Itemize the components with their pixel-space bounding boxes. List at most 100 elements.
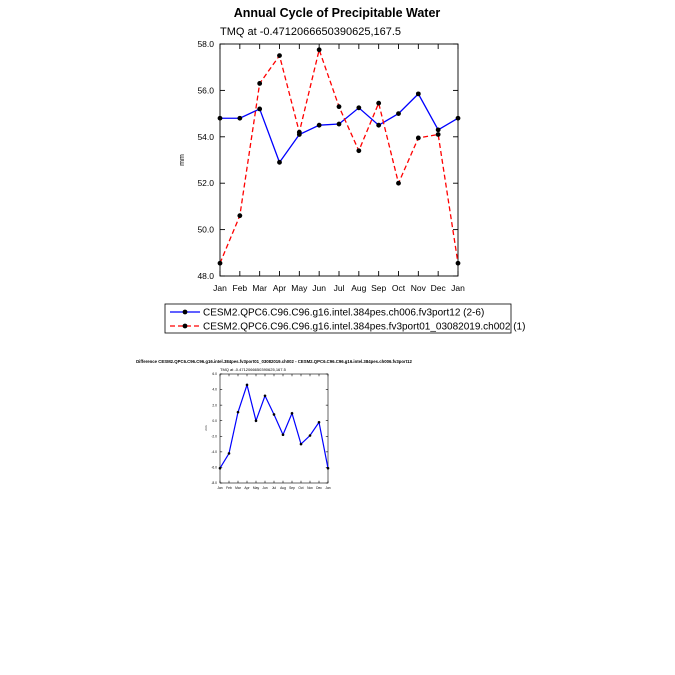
data-point <box>435 127 441 133</box>
data-point <box>435 132 441 137</box>
legend-label: CESM2.QPC6.C96.C96.g16.intel.384pes.ch00… <box>203 308 484 319</box>
x-tick-label: Aug <box>280 486 286 490</box>
x-tick-label: Jun <box>262 486 267 490</box>
data-point <box>272 413 276 416</box>
data-point <box>336 121 342 127</box>
x-tick-label: Oct <box>298 486 303 490</box>
legend: CESM2.QPC6.C96.C96.g16.intel.384pes.ch00… <box>164 303 525 334</box>
data-point <box>336 104 342 110</box>
chart-subtitle: TMQ at -0.4712066650390625,167.5 <box>220 26 401 38</box>
data-point <box>236 410 240 414</box>
x-tick-label: Nov <box>307 486 313 490</box>
y-tick-label: 48.0 <box>197 271 214 281</box>
x-tick-label: Jul <box>272 486 276 490</box>
data-point <box>415 91 421 97</box>
x-tick-label: Apr <box>273 283 286 293</box>
y-tick-label: 6.0 <box>212 372 217 376</box>
data-point <box>263 394 267 398</box>
y-tick-label: -2.0 <box>211 434 217 438</box>
data-point <box>316 122 322 128</box>
x-tick-label: Aug <box>351 283 366 293</box>
difference-chart: Difference CESM2.QPC6.C96.C96.g16.intel.… <box>136 359 412 490</box>
data-point <box>217 260 223 266</box>
y-tick-label: -4.0 <box>211 450 217 454</box>
data-point <box>218 466 222 470</box>
data-point <box>227 452 231 455</box>
data-point <box>245 383 249 387</box>
x-tick-label: Oct <box>392 283 406 293</box>
data-point <box>254 419 258 423</box>
data-point <box>257 106 263 112</box>
data-point <box>299 442 303 446</box>
y-tick-label: 52.0 <box>197 178 214 188</box>
y-tick-label: -6.0 <box>211 466 217 470</box>
data-point <box>277 159 282 165</box>
data-point <box>296 129 302 135</box>
x-tick-label: Jan <box>213 283 227 293</box>
x-tick-label: Mar <box>235 486 242 490</box>
x-tick-label: Feb <box>233 283 248 293</box>
main-chart: Annual Cycle of Precipitable Water TMQ a… <box>179 6 465 293</box>
data-point <box>281 433 285 437</box>
data-point <box>277 53 282 58</box>
x-tick-label: Sep <box>371 283 386 293</box>
data-point <box>308 434 312 437</box>
y-tick-label: 56.0 <box>197 85 214 95</box>
plot-frame <box>219 43 459 277</box>
data-point <box>326 466 330 470</box>
x-tick-label: Feb <box>226 486 232 490</box>
y-tick-label: -8.0 <box>211 481 217 485</box>
legend-entry: CESM2.QPC6.C96.C96.g16.intel.384pes.ch00… <box>170 308 484 319</box>
chart-title: Annual Cycle of Precipitable Water <box>234 6 441 20</box>
data-point <box>396 180 401 186</box>
x-tick-label: Jan <box>217 486 222 490</box>
y-axis-label: mm <box>204 425 208 430</box>
legend-label: CESM2.QPC6.C96.C96.g16.intel.384pes.fv3p… <box>203 322 525 333</box>
x-tick-label: Jan <box>451 283 465 293</box>
x-tick-label: Dec <box>431 283 447 293</box>
data-point <box>237 213 243 219</box>
y-tick-label: 0.0 <box>212 419 217 423</box>
chart-title: Difference CESM2.QPC6.C96.C96.g16.intel.… <box>136 359 412 364</box>
data-point <box>237 115 243 121</box>
data-point <box>396 111 401 116</box>
y-axis-label: mm <box>179 154 186 166</box>
data-point <box>257 81 263 86</box>
x-tick-label: Sep <box>289 486 295 490</box>
data-point <box>290 412 294 415</box>
chart-subtitle: TMQ at -0.4712066650390625,167.5 <box>220 367 287 372</box>
legend-box <box>164 303 512 334</box>
data-point <box>455 260 461 266</box>
y-tick-label: 54.0 <box>197 132 214 142</box>
x-tick-label: Apr <box>244 486 250 490</box>
plot-layer: -8.0 -6.0 -4.0 -2.0 0.0 2.0 4.0 6.0 Jan Feb Mar Apr… <box>211 372 331 490</box>
data-point <box>376 100 382 106</box>
x-tick-label: May <box>253 486 260 490</box>
x-tick-label: Jun <box>312 283 326 293</box>
legend-swatch-marker <box>182 309 188 315</box>
series-line <box>219 382 329 469</box>
data-point <box>356 148 362 154</box>
x-tick-label: Mar <box>252 283 267 293</box>
plot-layer: 48.0 50.0 52.0 54.0 56.0 58.0 Jan Feb Mar Apr May J… <box>197 39 465 293</box>
y-tick-label: 4.0 <box>212 388 217 392</box>
plot-frame <box>219 373 329 484</box>
data-point <box>415 135 421 141</box>
data-point <box>376 122 382 128</box>
legend-swatch-marker <box>182 323 188 329</box>
x-tick-label: May <box>291 283 308 293</box>
y-tick-label: 58.0 <box>197 39 214 49</box>
y-tick-label: 50.0 <box>197 225 214 235</box>
series-line <box>220 92 459 164</box>
legend-entry: CESM2.QPC6.C96.C96.g16.intel.384pes.fv3p… <box>170 322 525 333</box>
x-tick-label: Jul <box>334 283 345 293</box>
x-tick-label: Dec <box>316 486 322 490</box>
data-point <box>217 115 223 121</box>
x-tick-label: Jan <box>325 486 330 490</box>
y-tick-label: 2.0 <box>212 403 217 407</box>
data-point <box>356 105 362 111</box>
data-point <box>317 420 321 424</box>
data-point <box>455 115 461 121</box>
series-line <box>219 47 459 264</box>
